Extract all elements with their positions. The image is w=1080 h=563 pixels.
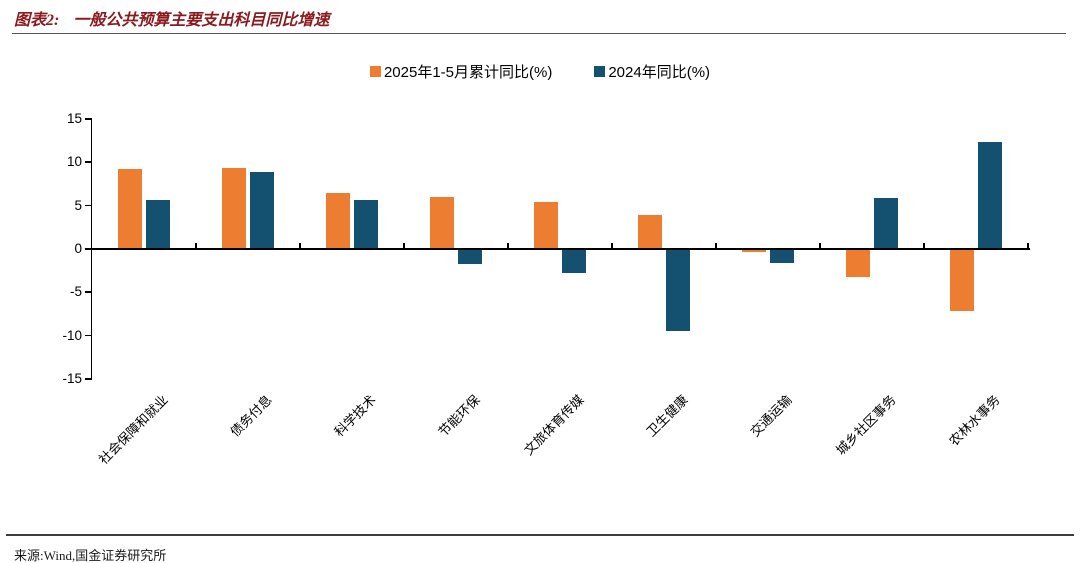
bar-series1 [846, 250, 870, 277]
legend-item: 2024年同比(%) [594, 61, 710, 82]
legend-swatch-icon [369, 66, 381, 77]
legend-item: 2025年1-5月累计同比(%) [369, 61, 553, 82]
bar-series1 [742, 250, 766, 252]
y-axis-tick-label: 5 [74, 197, 82, 213]
y-axis-tick [85, 248, 91, 250]
y-axis-tick-label: -10 [62, 327, 82, 343]
y-axis-tick-label: -15 [62, 371, 82, 386]
bar-series2 [354, 199, 378, 249]
y-axis-tick [85, 378, 91, 380]
x-axis-label: 城乡社区事务 [832, 392, 899, 458]
x-axis-tick [819, 243, 821, 248]
x-axis-tick [611, 243, 613, 248]
figure-number-label: 图表2: [14, 12, 60, 29]
source-note: 来源:Wind,国金证券研究所 [14, 548, 167, 563]
x-axis-tick [195, 243, 197, 248]
x-axis-tick [507, 243, 509, 248]
x-axis-tick [715, 243, 717, 248]
bar-series2 [562, 250, 586, 273]
title-divider [12, 33, 1066, 34]
x-axis-label: 债务付息 [227, 392, 275, 440]
x-axis-label: 社会保障和就业 [95, 392, 171, 468]
x-axis-label: 农林水事务 [946, 392, 1003, 449]
bar-series1 [534, 202, 558, 249]
x-axis-tick [299, 243, 301, 248]
x-axis-line [92, 248, 1030, 250]
page-title: 图表2: 一般公共预算主要支出科目同比增速 [14, 6, 329, 30]
bar-series2 [250, 171, 274, 249]
footer-divider [6, 534, 1074, 536]
x-axis-tick [923, 243, 925, 248]
bar-series2 [874, 197, 898, 249]
bar-series1 [950, 250, 974, 311]
figure-title-text: 一般公共预算主要支出科目同比增速 [73, 12, 330, 29]
y-axis-tick-label: 10 [66, 154, 82, 170]
x-axis-label: 文旅体育传媒 [520, 392, 587, 458]
bar-series1 [118, 169, 142, 249]
x-axis-tick [1027, 243, 1029, 248]
y-axis-tick [85, 204, 91, 207]
bar-series2 [666, 250, 690, 331]
bar-series2 [458, 250, 482, 264]
x-axis-tick [403, 243, 405, 248]
bar-series1 [638, 215, 662, 249]
legend-label: 2025年1-5月累计同比(%) [383, 64, 553, 81]
y-axis-tick-label: -5 [69, 284, 82, 300]
x-axis-label: 交通运输 [747, 392, 795, 440]
bar-series1 [430, 197, 454, 249]
y-axis-tick [85, 334, 91, 337]
y-axis-line [90, 118, 92, 380]
legend-label: 2024年同比(%) [608, 64, 711, 81]
bar-series2 [978, 141, 1002, 249]
chart-legend: 2025年1-5月累计同比(%) 2024年同比(%) [0, 61, 1080, 82]
y-axis-tick-label: 15 [66, 111, 82, 126]
y-axis-tick [85, 161, 91, 163]
x-axis-label: 科学技术 [331, 392, 379, 440]
x-axis-label: 节能环保 [435, 392, 483, 440]
bar-series1 [222, 168, 246, 249]
legend-swatch-icon [594, 66, 606, 77]
bar-series2 [770, 250, 794, 263]
bar-series1 [326, 192, 350, 249]
y-axis-tick [85, 118, 91, 120]
x-axis-label: 卫生健康 [643, 392, 691, 440]
y-axis-tick-label: 0 [74, 241, 82, 256]
bar-series2 [146, 200, 170, 249]
y-axis-tick [85, 291, 91, 293]
